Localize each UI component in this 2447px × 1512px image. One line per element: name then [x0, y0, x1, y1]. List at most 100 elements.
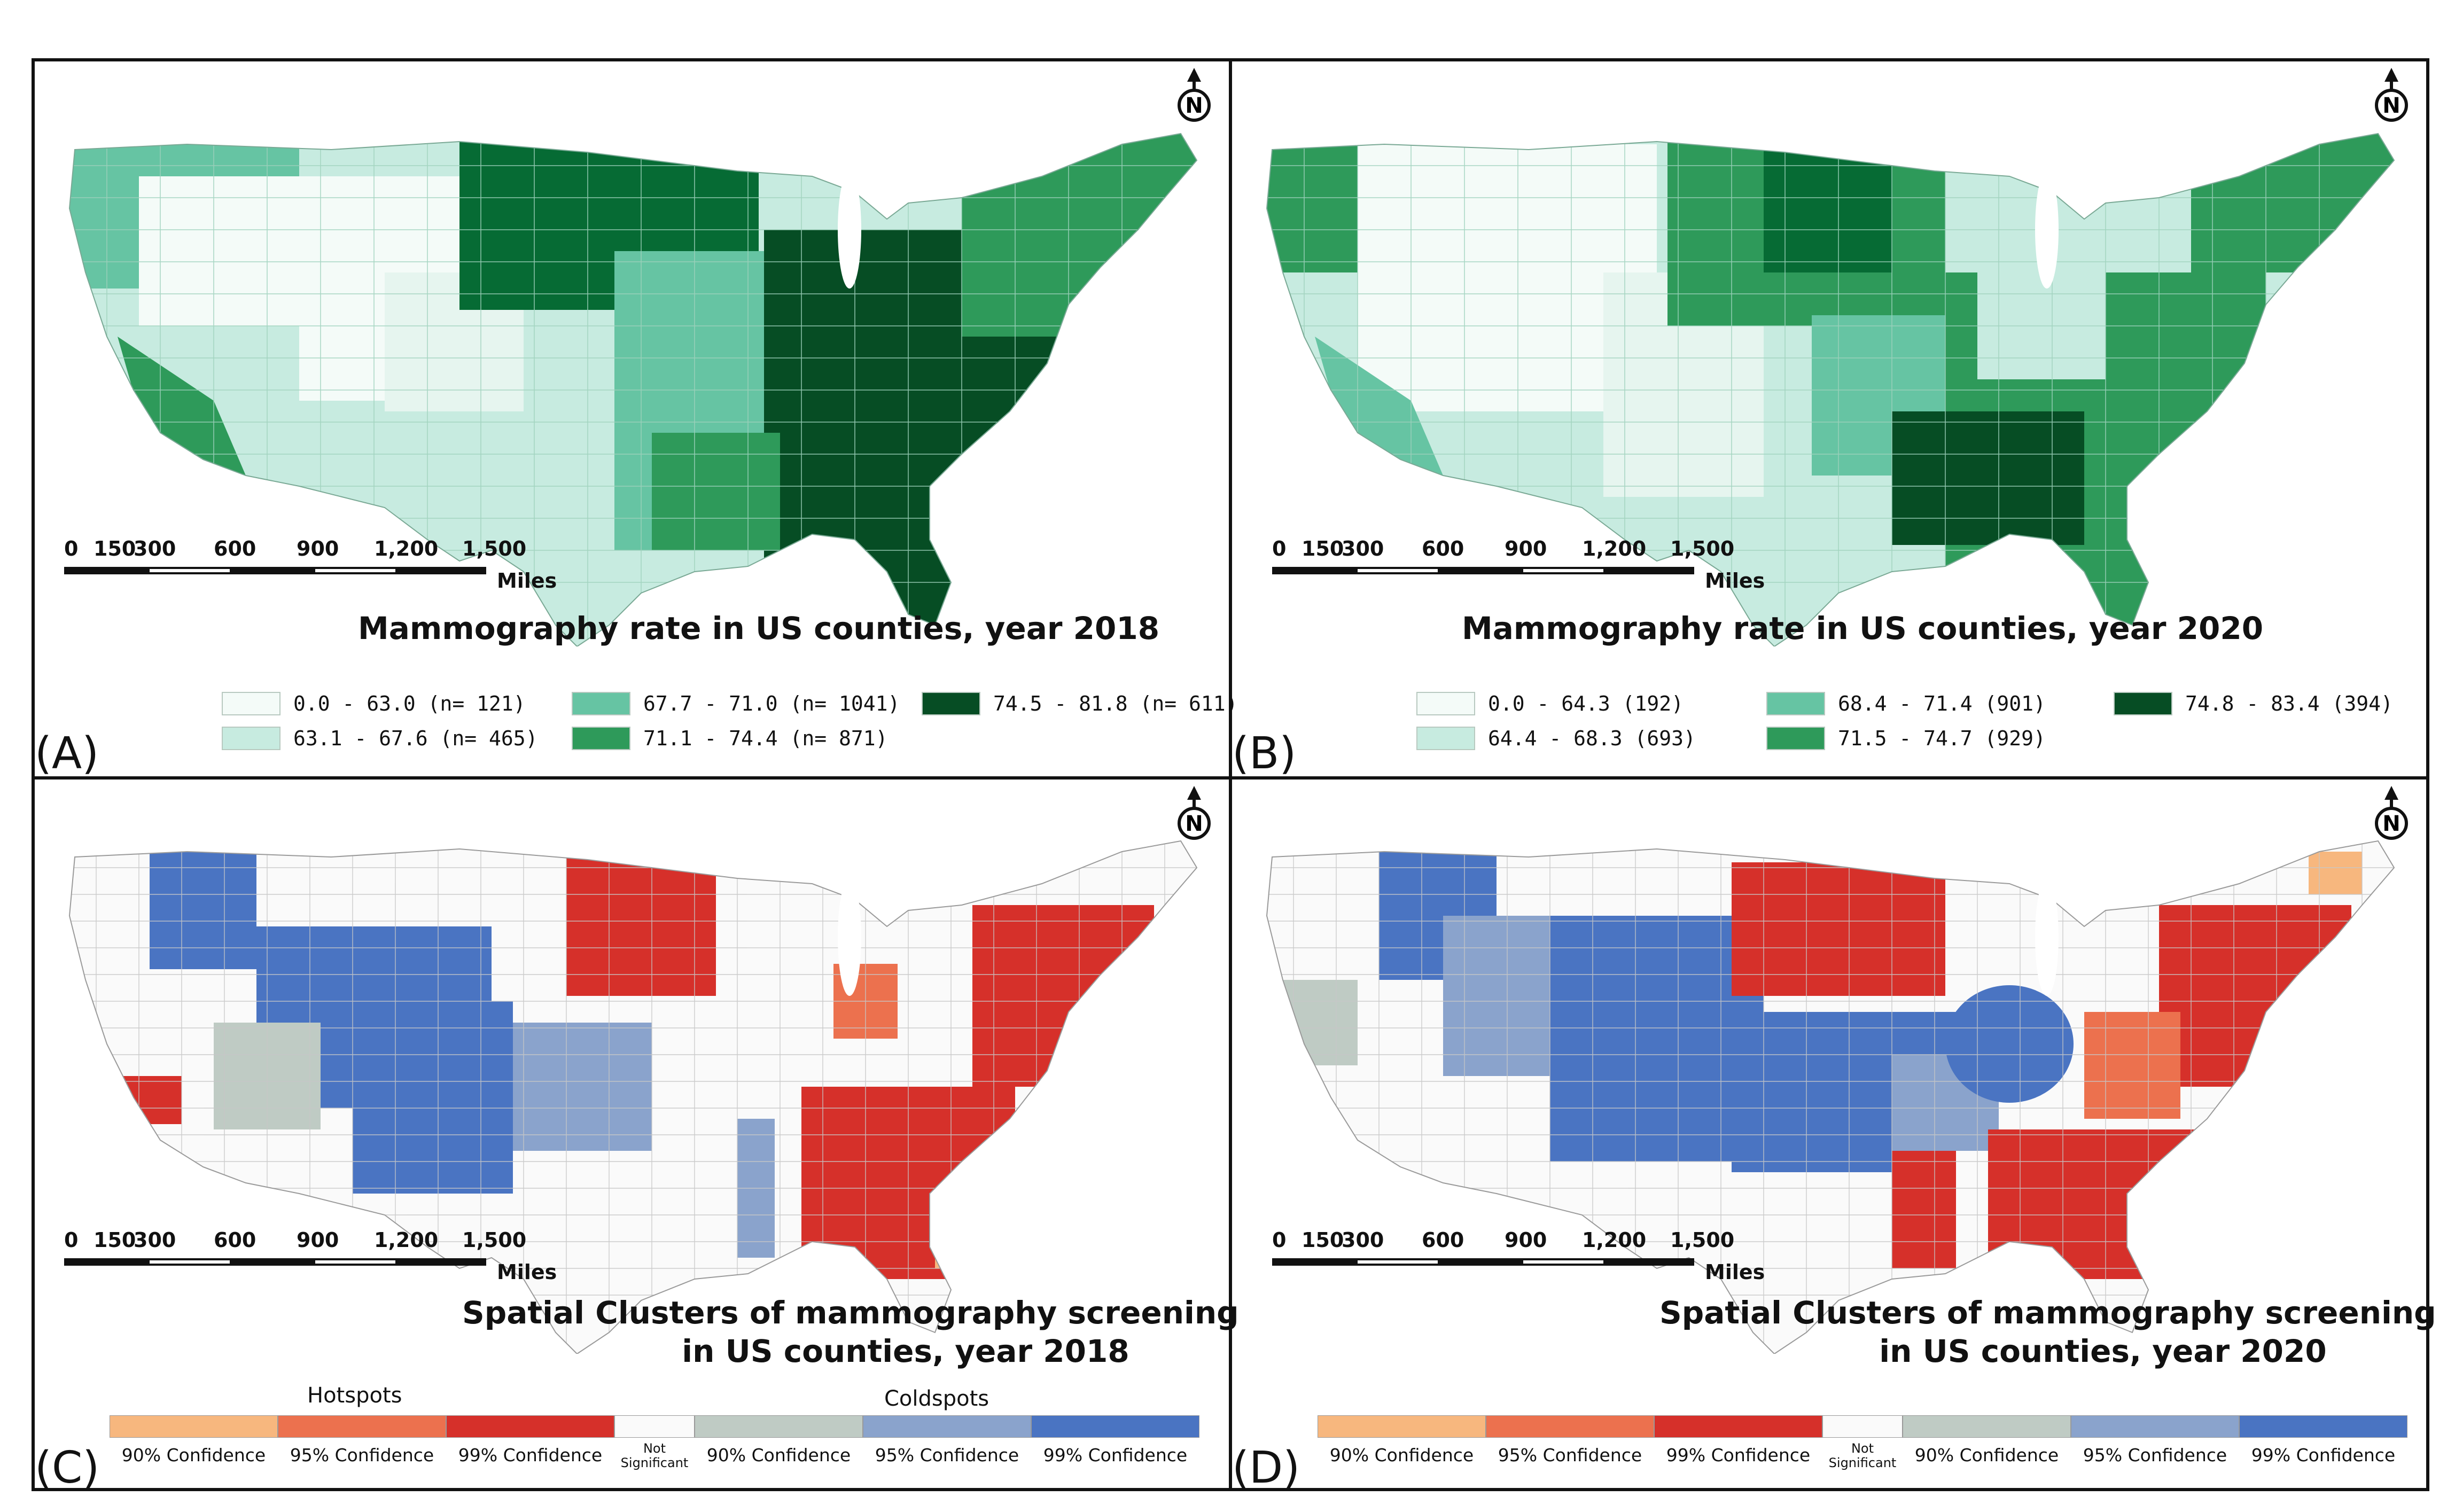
scale-tick: 300	[1342, 1228, 1384, 1252]
legend-swatch: 99% Confidence	[2239, 1415, 2407, 1466]
panel-title: Mammography rate in US counties, year 20…	[358, 610, 1160, 646]
legend-swatch: 90% Confidence	[1318, 1415, 1486, 1466]
panel-b: N	[1232, 61, 2429, 777]
scale-tick: 1,500	[1670, 537, 1735, 560]
legend-swatch: 90% Confidence	[110, 1415, 278, 1466]
scale-tick: 1,200	[1582, 1228, 1647, 1252]
legend-label: 71.5 - 74.7 (929)	[1838, 727, 2046, 750]
scale-tick: 150	[93, 1228, 136, 1252]
legend-item: 67.7 - 71.0 (n= 1041)	[572, 692, 900, 715]
scale-bar: 0 150 300 600 900 1,200 1,500 Miles	[1272, 537, 1765, 601]
legend-item: 74.8 - 83.4 (394)	[2114, 692, 2393, 715]
legend-swatch: Not Significant	[1822, 1415, 1903, 1470]
scale-tick: 300	[1342, 537, 1384, 560]
legend-swatch: Not Significant	[614, 1415, 695, 1470]
legend-swatch	[1766, 727, 1825, 750]
hotspot-map-2020	[1251, 820, 2405, 1355]
legend-swatch: 95% Confidence	[1486, 1415, 1654, 1466]
scale-tick: 0	[1272, 1228, 1287, 1252]
choropleth-map-2020	[1251, 112, 2405, 648]
panel-title-line1: Spatial Clusters of mammography screenin…	[462, 1295, 1239, 1331]
legend-label: 74.8 - 83.4 (394)	[2185, 692, 2393, 715]
cluster-legend: 90% Confidence 95% Confidence 99% Confid…	[110, 1415, 1199, 1470]
scale-bar: 0 150 300 600 900 1,200 1,500 Miles	[64, 1228, 557, 1292]
panel-divider-horizontal	[32, 776, 2429, 780]
legend-label: Not Significant	[1828, 1441, 1897, 1470]
panel-a: N	[35, 61, 1238, 777]
svg-text:N: N	[1185, 812, 1203, 836]
legend-swatch	[2114, 692, 2172, 715]
scale-tick: 150	[1302, 537, 1344, 560]
scale-tick: 0	[1272, 537, 1287, 560]
legend-swatch	[572, 727, 630, 750]
panel-label: (C)	[35, 1443, 100, 1493]
scale-tick: 600	[1422, 1228, 1464, 1252]
legend-label: 67.7 - 71.0 (n= 1041)	[643, 692, 900, 715]
panel-title: Spatial Clusters of mammography screenin…	[462, 1293, 1239, 1370]
svg-text:N: N	[1185, 93, 1203, 118]
scale-tick: 0	[64, 1228, 79, 1252]
north-arrow-icon: N	[2373, 67, 2410, 126]
legend-item: 71.1 - 74.4 (n= 871)	[572, 727, 888, 750]
legend-item: 0.0 - 64.3 (192)	[1416, 692, 1684, 715]
panel-title-line1: Spatial Clusters of mammography screenin…	[1659, 1295, 2436, 1331]
scale-bar-line	[1272, 1258, 1694, 1266]
panel-label: (D)	[1232, 1443, 1300, 1493]
legend-item: 71.5 - 74.7 (929)	[1766, 727, 2046, 750]
legend-swatch: 95% Confidence	[863, 1415, 1031, 1466]
panel-title-line2: in US counties, year 2018	[682, 1333, 1129, 1369]
scale-tick: 1,200	[374, 1228, 439, 1252]
legend-item: 74.5 - 81.8 (n= 611)	[922, 692, 1238, 715]
scale-units: Miles	[497, 1260, 557, 1284]
legend-label: 71.1 - 74.4 (n= 871)	[643, 727, 888, 750]
scale-tick: 0	[64, 537, 79, 560]
legend-label: 95% Confidence	[1498, 1445, 1642, 1466]
scale-units: Miles	[497, 569, 557, 593]
scale-tick: 600	[214, 537, 256, 560]
legend-item: 0.0 - 63.0 (n= 121)	[222, 692, 526, 715]
legend-label: 68.4 - 71.4 (901)	[1838, 692, 2046, 715]
scale-tick: 600	[214, 1228, 256, 1252]
scale-tick: 900	[297, 1228, 339, 1252]
scale-tick: 150	[1302, 1228, 1344, 1252]
legend-label: Not Significant	[620, 1441, 689, 1470]
legend-swatch	[1766, 692, 1825, 715]
legend-label: 99% Confidence	[458, 1445, 603, 1466]
scale-tick: 900	[297, 537, 339, 560]
scale-bar: 0 150 300 600 900 1,200 1,500 Miles	[64, 537, 557, 601]
scale-tick: 1,500	[1670, 1228, 1735, 1252]
scale-bar-line	[64, 567, 486, 574]
legend-label: 63.1 - 67.6 (n= 465)	[293, 727, 538, 750]
legend-item: 63.1 - 67.6 (n= 465)	[222, 727, 538, 750]
svg-text:N: N	[2382, 812, 2400, 836]
legend-swatch	[222, 692, 280, 715]
panel-divider-vertical	[1229, 58, 1232, 1491]
scale-tick: 150	[93, 537, 136, 560]
legend-swatch: 99% Confidence	[1031, 1415, 1199, 1466]
scale-units: Miles	[1705, 569, 1765, 593]
panel-title-line2: in US counties, year 2020	[1879, 1333, 2327, 1369]
legend-item: 68.4 - 71.4 (901)	[1766, 692, 2046, 715]
scale-tick: 600	[1422, 537, 1464, 560]
legend-swatch: 90% Confidence	[695, 1415, 863, 1466]
scale-units: Miles	[1705, 1260, 1765, 1284]
scale-tick: 1,200	[1582, 537, 1647, 560]
legend-label: 90% Confidence	[1329, 1445, 1474, 1466]
scale-tick: 300	[134, 1228, 176, 1252]
legend-item: 64.4 - 68.3 (693)	[1416, 727, 1696, 750]
legend-swatch: 99% Confidence	[446, 1415, 614, 1466]
legend-swatch: 90% Confidence	[1903, 1415, 2071, 1466]
legend-label: 74.5 - 81.8 (n= 611)	[993, 692, 1238, 715]
legend-label: 0.0 - 63.0 (n= 121)	[293, 692, 526, 715]
north-arrow-icon: N	[1175, 785, 1213, 844]
panel-title: Mammography rate in US counties, year 20…	[1462, 610, 2264, 646]
hotspots-heading: Hotspots	[307, 1383, 402, 1408]
legend-label: 0.0 - 64.3 (192)	[1488, 692, 1684, 715]
legend-label: 99% Confidence	[2251, 1445, 2396, 1466]
legend-label: 99% Confidence	[1043, 1445, 1188, 1466]
panel-label: (B)	[1232, 728, 1297, 779]
panel-d: N	[1232, 780, 2436, 1495]
scale-bar: 0 150 300 600 900 1,200 1,500 Miles	[1272, 1228, 1765, 1292]
legend-swatch	[1416, 692, 1475, 715]
coldspots-heading: Coldspots	[884, 1386, 989, 1411]
